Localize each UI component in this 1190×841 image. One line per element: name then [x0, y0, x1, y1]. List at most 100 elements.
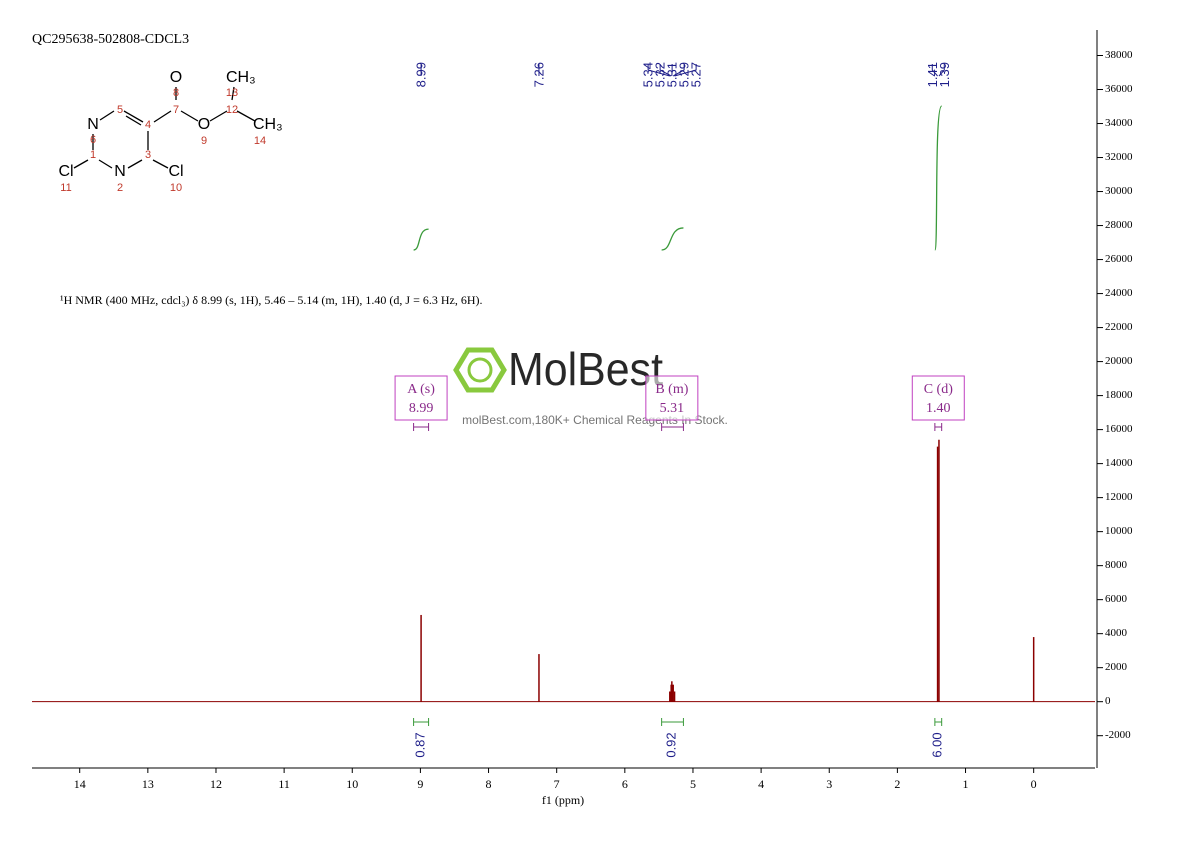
x-tick-label: 11	[278, 777, 290, 791]
y-tick-label: 30000	[1105, 185, 1133, 197]
y-tick-label: 34000	[1105, 117, 1133, 129]
y-tick-label: 28000	[1105, 219, 1133, 231]
x-tick-label: 6	[622, 777, 628, 791]
peak-label-connector	[647, 64, 670, 77]
atom: Cl	[168, 163, 183, 180]
peak-label: 5.34	[641, 62, 656, 87]
y-tick-label: 16000	[1105, 423, 1133, 435]
y-tick-label: 8000	[1105, 559, 1128, 571]
y-tick-label: 12000	[1105, 491, 1133, 503]
multiplet-range	[661, 423, 684, 431]
multiplet-label: A (s)	[407, 382, 435, 397]
x-axis-label: f1 (ppm)	[542, 793, 584, 807]
x-tick-label: 0	[1031, 777, 1037, 791]
peak-label: 5.27	[689, 62, 704, 87]
atom: O	[170, 69, 182, 86]
y-tick-label: -2000	[1105, 729, 1131, 741]
x-tick-label: 8	[486, 777, 492, 791]
y-tick-label: 10000	[1105, 525, 1133, 537]
x-tick-label: 2	[894, 777, 900, 791]
atom-number: 10	[170, 182, 182, 194]
atom-number: 9	[201, 135, 207, 147]
multiplet-box	[911, 375, 965, 421]
peak-label: 1.41	[925, 62, 940, 87]
atom-number: 11	[60, 182, 71, 194]
integral-curve	[661, 227, 684, 251]
y-tick-label: 14000	[1105, 457, 1133, 469]
atom-number: 8	[173, 87, 179, 99]
integral-range	[934, 718, 943, 726]
bond	[73, 86, 256, 169]
integral-curve	[413, 228, 429, 251]
multiplet-shift: 5.31	[660, 401, 685, 416]
atom-number: 2	[117, 182, 123, 194]
atom-number: 12	[226, 104, 238, 116]
logo-icon	[467, 357, 493, 383]
multiplet-label: C (d)	[924, 382, 954, 397]
structure: O CH₃ N O CH₃ Cl N Cl 8 13 7 12 5 4 6 9 …	[58, 69, 282, 194]
peak-label-connector	[674, 64, 697, 77]
atom: O	[198, 116, 210, 133]
integral-range	[413, 718, 430, 726]
y-tick-label: 38000	[1105, 49, 1133, 61]
y-tick-label: 24000	[1105, 287, 1133, 299]
y-tick-label: 18000	[1105, 389, 1133, 401]
integral-value: 0.92	[663, 732, 678, 757]
y-tick-label: 26000	[1105, 253, 1133, 265]
nmr-description: ¹H NMR (400 MHz, cdcl₃) δ 8.99 (s, 1H), …	[60, 293, 483, 307]
x-tick-label: 7	[554, 777, 560, 791]
y-tick-label: 32000	[1105, 151, 1133, 163]
multiplet-box	[394, 375, 448, 421]
y-tick-label: 20000	[1105, 355, 1133, 367]
y-tick-label: 22000	[1105, 321, 1133, 333]
atom: N	[87, 116, 99, 133]
atom: Cl	[58, 163, 73, 180]
y-tick-label: 36000	[1105, 83, 1133, 95]
y-tick-label: 2000	[1105, 661, 1128, 673]
atom-number: 5	[117, 104, 123, 116]
x-tick-label: 4	[758, 777, 764, 791]
atom: N	[114, 163, 126, 180]
atom: CH₃	[226, 69, 256, 86]
peak-label: 5.32	[653, 62, 668, 87]
x-tick-label: 13	[142, 777, 154, 791]
atom-number: 6	[90, 134, 96, 146]
atom-number: 1	[90, 149, 96, 161]
atom-number: 7	[173, 104, 179, 116]
peak-label: 5.29	[677, 62, 692, 87]
atom-number: 14	[254, 135, 266, 147]
integral-range	[661, 718, 684, 726]
y-tick-label: 0	[1105, 695, 1111, 707]
integral-value: 0.87	[413, 732, 428, 757]
x-tick-label: 14	[74, 777, 86, 791]
multiplet-shift: 1.40	[926, 401, 951, 416]
atom-number: 4	[145, 119, 151, 131]
multiplet-label: B (m)	[655, 382, 688, 397]
atom: CH₃	[253, 116, 283, 133]
multiplet-shift: 8.99	[409, 401, 434, 416]
multiplet-range	[934, 423, 943, 431]
y-tick-label: 4000	[1105, 627, 1128, 639]
x-tick-label: 5	[690, 777, 696, 791]
chart-title: QC295638-502808-CDCL3	[32, 32, 189, 47]
x-tick-label: 1	[963, 777, 969, 791]
peak-label: 1.39	[937, 62, 952, 87]
integral-curve	[934, 105, 943, 251]
x-tick-label: 3	[826, 777, 832, 791]
multiplet-range	[413, 423, 430, 431]
x-tick-label: 12	[210, 777, 222, 791]
x-tick-label: 9	[417, 777, 423, 791]
x-tick-label: 10	[346, 777, 358, 791]
integral-value: 6.00	[930, 732, 945, 757]
logo-icon	[453, 347, 507, 393]
multiplet-box	[645, 375, 699, 421]
atom-number: 3	[145, 149, 151, 161]
peak-label-connector	[938, 64, 945, 77]
watermark-logo: MolBest	[508, 343, 663, 395]
peak-label-connector	[659, 64, 672, 77]
peak-label-connector	[672, 64, 685, 77]
y-tick-label: 6000	[1105, 593, 1128, 605]
atom-number: 13	[226, 87, 238, 99]
peak-label-connector	[931, 64, 938, 77]
